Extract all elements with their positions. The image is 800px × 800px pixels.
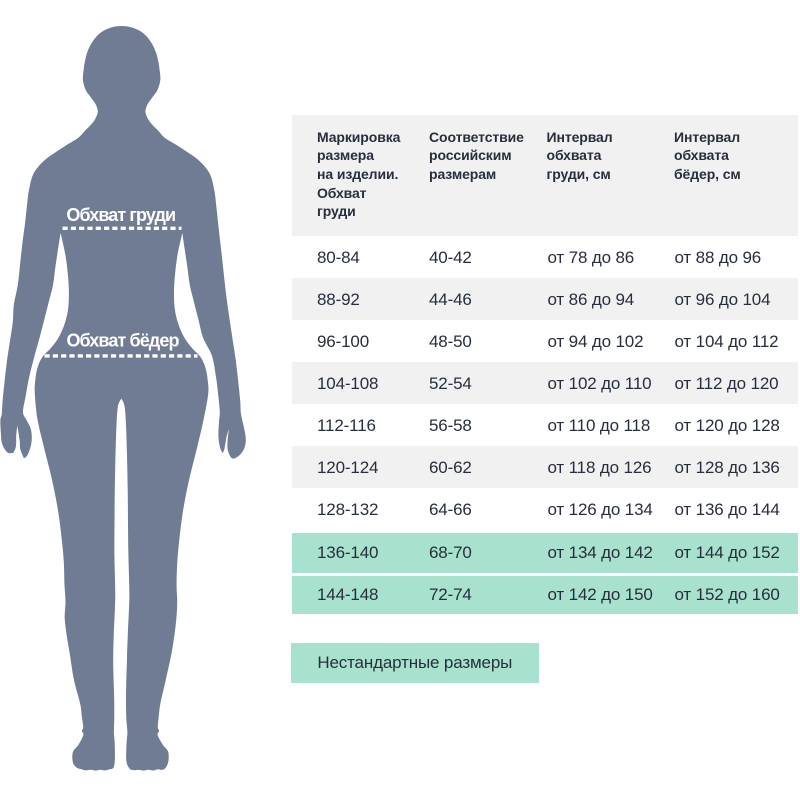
svg-text:Обхват груди: Обхват груди [66, 205, 175, 225]
svg-text:Обхват бёдер: Обхват бёдер [66, 331, 179, 351]
